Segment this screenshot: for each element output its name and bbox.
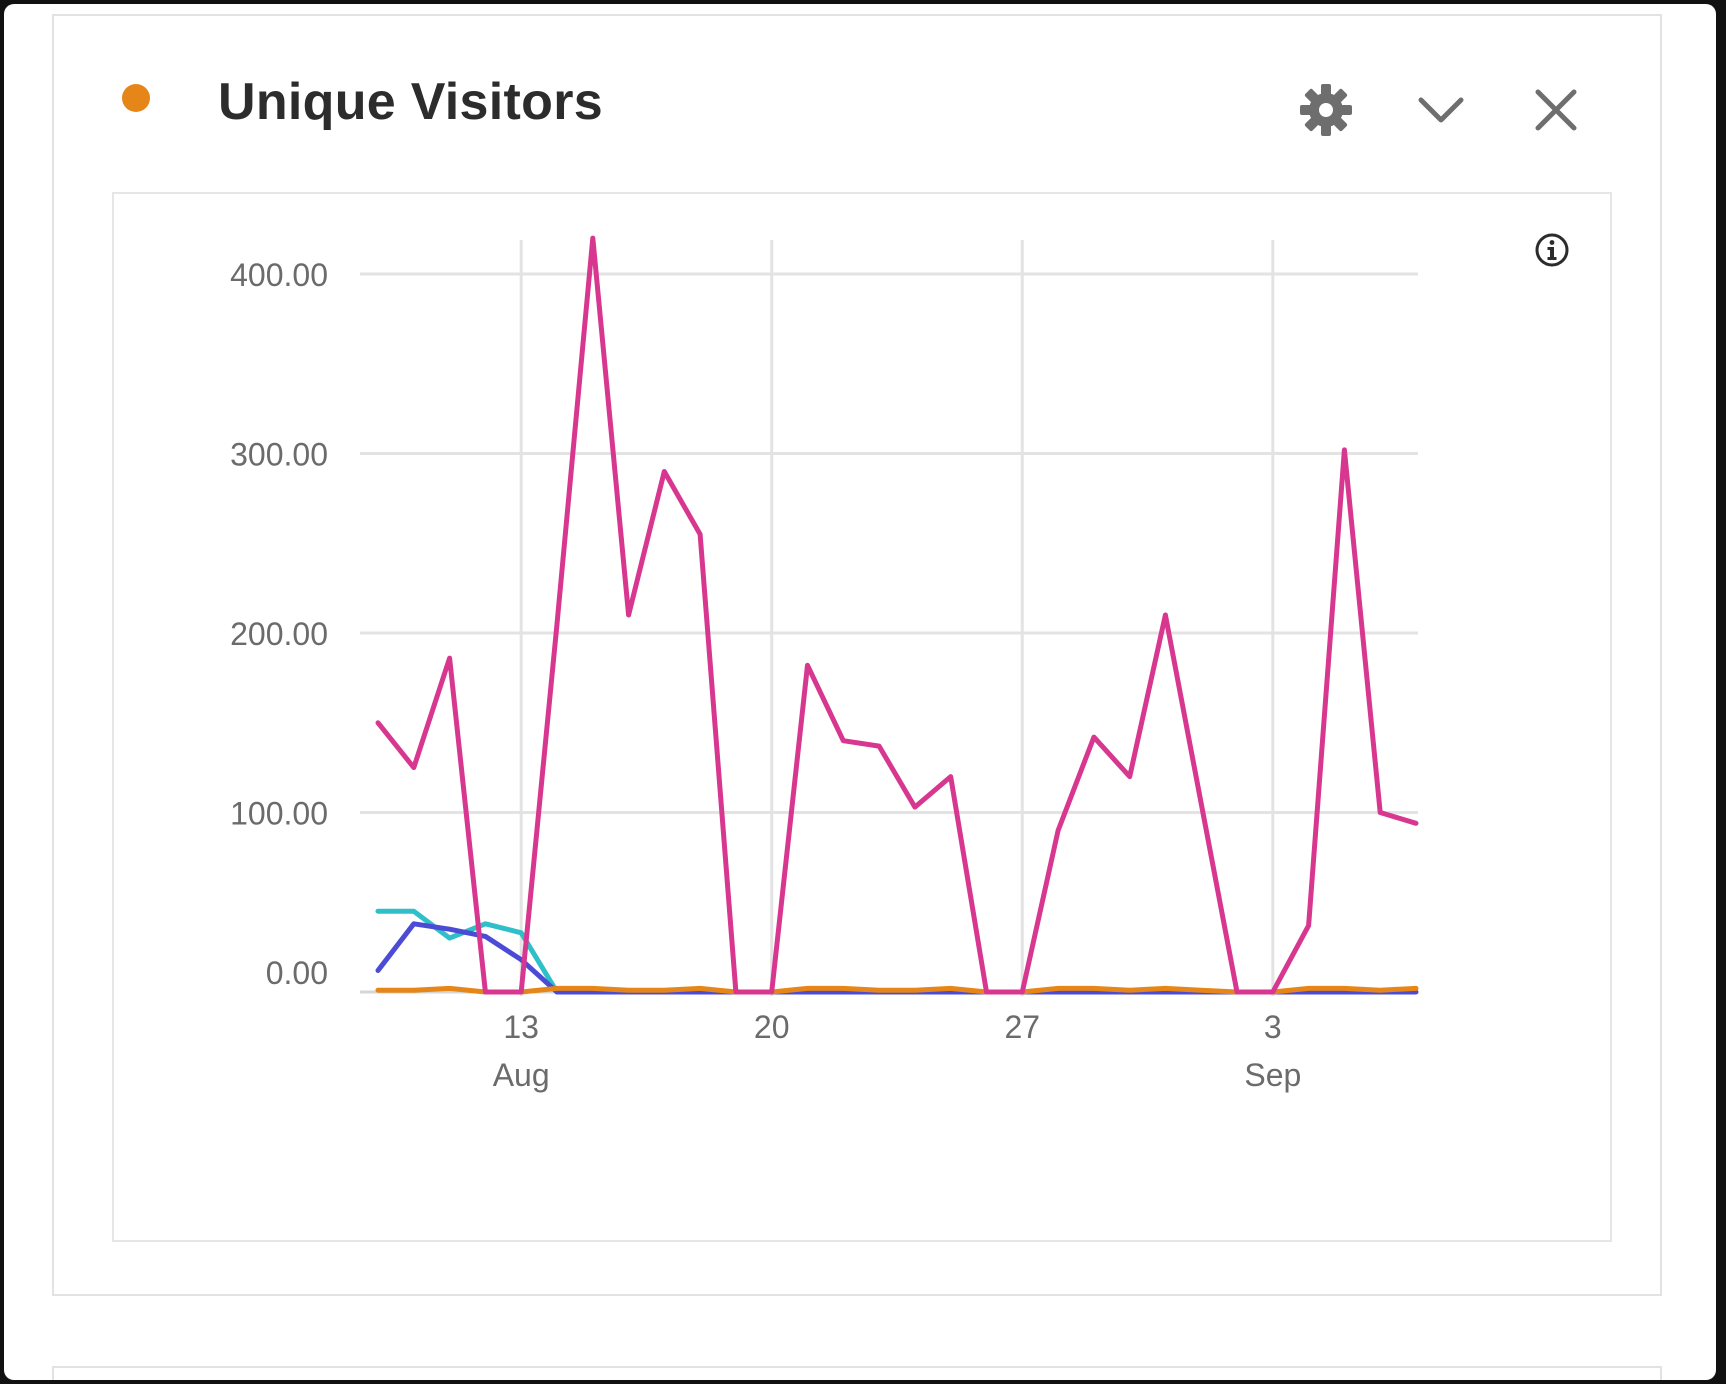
y-tick-label: 200.00 xyxy=(230,616,328,652)
x-tick-label: 13 xyxy=(503,1009,539,1045)
x-tick-label: 20 xyxy=(754,1009,790,1045)
x-tick-month-label: Aug xyxy=(493,1057,550,1093)
x-tick-month-label: Sep xyxy=(1244,1057,1301,1093)
close-icon-graphic xyxy=(1535,89,1577,131)
gear-icon[interactable] xyxy=(1294,78,1358,142)
screenshot-frame: Unique Visitors xyxy=(4,4,1716,1380)
line-chart: 0.00 100.00 200.00 300.00 400.00 13 Aug 20 27 3 Se… xyxy=(230,235,1419,1093)
info-icon-graphic xyxy=(1535,233,1569,267)
gear-icon-graphic xyxy=(1300,84,1352,136)
card-title: Unique Visitors xyxy=(218,73,603,131)
next-card-edge xyxy=(52,1366,1662,1380)
chart-panel xyxy=(112,192,1612,1242)
series-line-4 xyxy=(375,235,1419,995)
info-icon[interactable] xyxy=(1532,230,1572,270)
close-icon[interactable] xyxy=(1524,78,1588,142)
chevron-down-icon-graphic xyxy=(1418,97,1464,123)
x-tick-label: 27 xyxy=(1004,1009,1040,1045)
y-tick-label: 300.00 xyxy=(230,437,328,473)
x-tick-label: 3 xyxy=(1264,1009,1282,1045)
y-tick-label: 400.00 xyxy=(230,257,328,293)
metric-color-dot xyxy=(122,84,150,112)
y-tick-label: 100.00 xyxy=(230,796,328,832)
chevron-down-icon[interactable] xyxy=(1409,78,1473,142)
unique-visitors-card: Unique Visitors xyxy=(52,14,1662,1296)
y-tick-label: 0.00 xyxy=(266,955,328,991)
